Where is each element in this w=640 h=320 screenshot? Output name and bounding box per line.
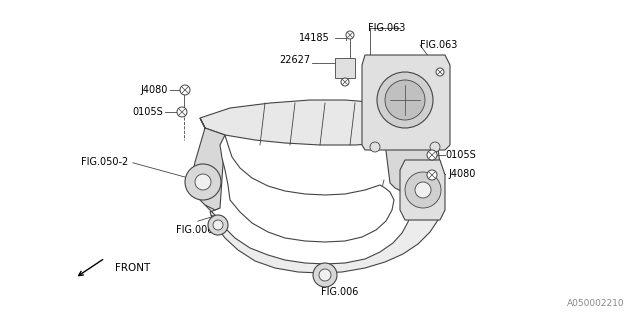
Circle shape (313, 263, 337, 287)
Circle shape (427, 170, 437, 180)
Text: J4080: J4080 (448, 169, 476, 179)
Polygon shape (400, 160, 445, 220)
Text: FIG.063: FIG.063 (420, 40, 458, 50)
Circle shape (427, 150, 437, 160)
Polygon shape (385, 122, 440, 195)
Circle shape (177, 107, 187, 117)
Text: FIG.063: FIG.063 (368, 23, 405, 33)
Text: FIG.050-2: FIG.050-2 (81, 157, 128, 167)
Text: 0105S: 0105S (445, 150, 476, 160)
Circle shape (415, 182, 431, 198)
Polygon shape (335, 58, 355, 78)
Polygon shape (205, 178, 442, 273)
Circle shape (430, 142, 440, 152)
Polygon shape (362, 55, 450, 150)
Circle shape (377, 72, 433, 128)
Polygon shape (200, 100, 430, 145)
Circle shape (370, 142, 380, 152)
Circle shape (436, 68, 444, 76)
Circle shape (180, 85, 190, 95)
Text: A050002210: A050002210 (568, 299, 625, 308)
Text: FIG.006: FIG.006 (176, 225, 214, 235)
Text: FIG.006: FIG.006 (321, 287, 358, 297)
Circle shape (195, 174, 211, 190)
Circle shape (208, 215, 228, 235)
Text: 14185: 14185 (300, 33, 330, 43)
Circle shape (213, 220, 223, 230)
Circle shape (385, 80, 425, 120)
Circle shape (319, 269, 331, 281)
Text: J4080: J4080 (141, 85, 168, 95)
Circle shape (405, 172, 441, 208)
Circle shape (341, 78, 349, 86)
Polygon shape (192, 118, 225, 210)
Text: FRONT: FRONT (115, 263, 150, 273)
Text: 0105S: 0105S (132, 107, 163, 117)
Circle shape (185, 164, 221, 200)
Polygon shape (220, 135, 394, 242)
Circle shape (346, 31, 354, 39)
Text: 22627: 22627 (279, 55, 310, 65)
